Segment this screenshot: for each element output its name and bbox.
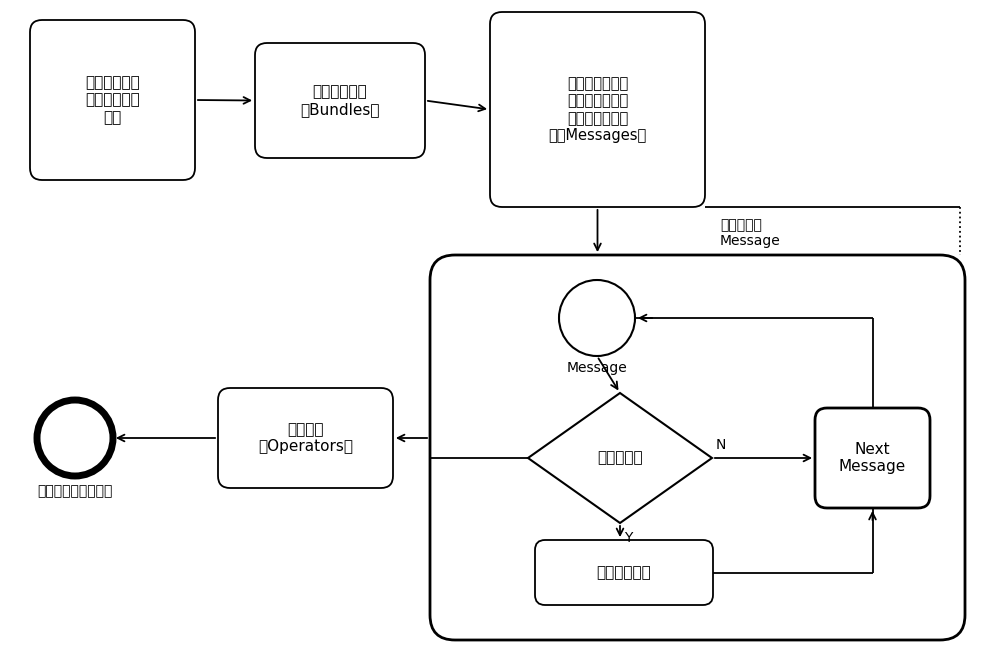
Circle shape <box>37 400 113 476</box>
FancyBboxPatch shape <box>218 388 393 488</box>
Text: Message: Message <box>567 361 627 375</box>
Text: 添加操作
（Operators）: 添加操作 （Operators） <box>258 422 353 454</box>
Circle shape <box>559 280 635 356</box>
Text: 遍历所有的
Message: 遍历所有的 Message <box>720 218 781 248</box>
FancyBboxPatch shape <box>430 255 965 640</box>
Text: 画出系统组件
（Bundles）: 画出系统组件 （Bundles） <box>300 84 380 117</box>
Polygon shape <box>528 393 712 523</box>
Text: Next
Message: Next Message <box>839 442 906 474</box>
Text: 画出组件之间以
及系统组件与外
部环境之间的交
互（Messages）: 画出组件之间以 及系统组件与外 部环境之间的交 互（Messages） <box>548 76 647 143</box>
Text: 熟悉用户需求
以及目标系统
交互: 熟悉用户需求 以及目标系统 交互 <box>85 75 140 125</box>
Text: N: N <box>716 438 726 452</box>
Text: 是否有限制: 是否有限制 <box>597 450 643 465</box>
FancyBboxPatch shape <box>490 12 705 207</box>
FancyBboxPatch shape <box>255 43 425 158</box>
FancyBboxPatch shape <box>30 20 195 180</box>
Text: Y: Y <box>624 531 632 545</box>
FancyBboxPatch shape <box>815 408 930 508</box>
Text: 添加相应限制: 添加相应限制 <box>597 565 651 580</box>
FancyBboxPatch shape <box>535 540 713 605</box>
Text: 属性序列图设计完成: 属性序列图设计完成 <box>37 484 113 498</box>
